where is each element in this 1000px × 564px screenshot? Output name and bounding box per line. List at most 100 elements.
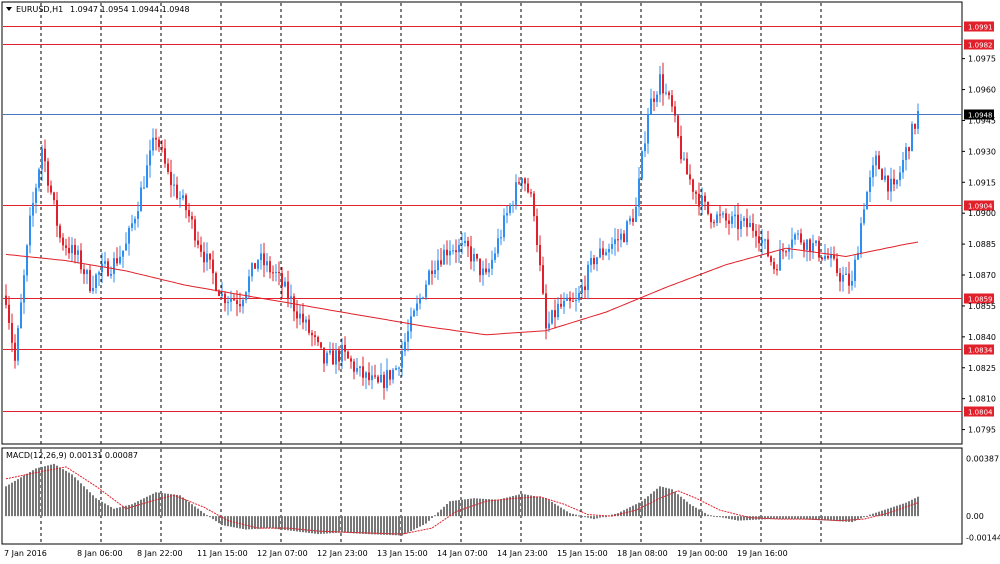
macd-bar xyxy=(257,516,259,529)
candle-body xyxy=(863,209,865,224)
macd-bar xyxy=(338,516,340,533)
macd-bar xyxy=(53,463,55,517)
candle-body xyxy=(686,158,688,175)
macd-bar xyxy=(713,515,715,517)
macd-bar xyxy=(110,506,112,517)
candle-body xyxy=(419,298,421,304)
candle-body xyxy=(662,74,664,94)
candle-body xyxy=(749,223,751,228)
price-tick-label: 1.0855 xyxy=(968,302,996,311)
macd-bar xyxy=(377,516,379,535)
macd-bar xyxy=(821,516,823,521)
candle-body xyxy=(734,214,736,217)
macd-bar xyxy=(14,480,16,517)
candle-body xyxy=(533,193,535,217)
candle-body xyxy=(443,249,445,265)
candle-body xyxy=(791,239,793,248)
candle-body xyxy=(236,300,238,305)
macd-bar xyxy=(698,509,700,517)
candle-body xyxy=(902,159,904,173)
macd-bar xyxy=(71,474,73,517)
candle-body xyxy=(113,258,115,274)
candle-body xyxy=(386,370,388,388)
candle-body xyxy=(452,250,454,252)
macd-tick-label: 0.00 xyxy=(966,512,984,521)
candle-body xyxy=(701,195,703,207)
candle-body xyxy=(878,155,880,170)
macd-tick-label: 0.00387 xyxy=(966,454,999,463)
candle-body xyxy=(515,182,517,205)
candle-body xyxy=(362,366,364,378)
candle-body xyxy=(17,328,19,361)
candle-body xyxy=(653,98,655,102)
macd-bar xyxy=(830,516,832,521)
macd-bar xyxy=(662,487,664,517)
macd-bar xyxy=(401,516,403,536)
candle-body xyxy=(680,136,682,160)
macd-bar xyxy=(674,491,676,517)
candle-body xyxy=(731,216,733,224)
candle-body xyxy=(275,271,277,273)
macd-bar xyxy=(908,501,910,517)
candle-body xyxy=(296,311,298,319)
dropdown-triangle-icon[interactable] xyxy=(6,7,12,11)
macd-bar xyxy=(299,516,301,532)
macd-bar xyxy=(74,477,76,517)
macd-bar xyxy=(596,516,598,519)
price-tick-label: 1.0795 xyxy=(968,426,996,435)
macd-bar xyxy=(551,501,553,517)
macd-bar xyxy=(539,497,541,517)
macd-bar xyxy=(533,496,535,517)
macd-bar xyxy=(50,464,52,517)
macd-panel-frame xyxy=(1,447,963,545)
candle-body xyxy=(317,337,319,343)
macd-bar xyxy=(443,506,445,517)
candle-body xyxy=(38,169,40,188)
price-tick-label: 1.0945 xyxy=(968,116,996,125)
moving-average xyxy=(5,241,919,336)
macd-bar xyxy=(917,496,919,517)
macd-bar xyxy=(395,516,397,536)
candle-body xyxy=(353,361,355,372)
candle-body xyxy=(743,218,745,221)
macd-bar xyxy=(245,516,247,530)
candle-body xyxy=(365,372,367,378)
macd-bar xyxy=(302,516,304,533)
candle-body xyxy=(380,374,382,383)
candle-body xyxy=(506,213,508,216)
candle-body xyxy=(809,239,811,252)
candle-body xyxy=(482,268,484,276)
time-tick-label: 12 Jan 07:00 xyxy=(257,549,308,558)
horizontal-levels[interactable]: 1.0991 1.0982 1.0904 1.0859 1.0834 1.0804 1.09… xyxy=(3,21,994,417)
candle-body xyxy=(98,272,100,275)
candle-body xyxy=(413,310,415,317)
candle-body xyxy=(170,171,172,186)
candle-body xyxy=(287,281,289,299)
candle-body xyxy=(50,185,52,193)
macd-bar xyxy=(242,516,244,530)
candle-body xyxy=(551,310,553,324)
macd-bar xyxy=(809,516,811,520)
time-tick-label: 14 Jan 07:00 xyxy=(437,549,488,558)
candle-body xyxy=(335,350,337,365)
macd-bar xyxy=(767,516,769,520)
macd-bar xyxy=(848,516,850,522)
candle-body xyxy=(473,254,475,262)
macd-bar xyxy=(872,513,874,517)
macd-bar xyxy=(434,515,436,517)
macd-bar xyxy=(119,507,121,517)
candle-body xyxy=(257,260,259,269)
candle-body xyxy=(383,374,385,388)
macd-bar xyxy=(497,499,499,517)
candle-body xyxy=(764,239,766,241)
macd-bar xyxy=(218,516,220,524)
candle-body xyxy=(785,251,787,253)
macd-bar xyxy=(770,516,772,520)
candle-body xyxy=(224,293,226,304)
candle-body xyxy=(656,94,658,102)
price-tick-label: 1.0885 xyxy=(968,240,996,249)
macd-bar xyxy=(518,494,520,517)
candle-body xyxy=(647,114,649,144)
macd-bar xyxy=(506,497,508,517)
